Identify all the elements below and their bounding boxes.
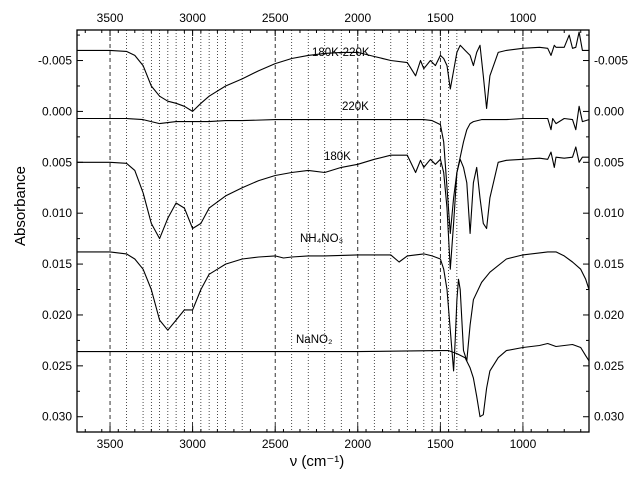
right-y-tick-label: -0.005 — [594, 54, 628, 68]
y-tick-label: -0.005 — [38, 54, 72, 68]
y-tick-label: 0.030 — [42, 410, 72, 424]
series-label-nh4no3: NH₄NO₃ — [300, 233, 344, 245]
x-axis-title: ν (cm⁻¹) — [290, 453, 345, 470]
y-tick-label: 0.015 — [42, 257, 72, 271]
top-x-tick-label: 3500 — [97, 11, 124, 25]
top-x-tick-label: 1000 — [510, 11, 537, 25]
series-line-180k-220k — [77, 31, 589, 112]
y-tick-label: 0.000 — [42, 104, 72, 118]
y-tick-label: 0.005 — [42, 155, 72, 169]
series-line-180k — [77, 146, 589, 270]
right-y-tick-label: 0.025 — [594, 359, 624, 373]
series-label-180k: 180K — [324, 151, 351, 163]
series-label-nano2: NaNO₂ — [296, 334, 332, 346]
y-tick-label: 0.010 — [42, 206, 72, 220]
x-tick-label: 2500 — [262, 437, 289, 451]
top-x-tick-label: 2000 — [344, 11, 371, 25]
right-y-tick-label: 0.020 — [594, 308, 624, 322]
x-tick-label: 3500 — [97, 437, 124, 451]
x-tick-label: 2000 — [344, 437, 371, 451]
x-tick-label: 3000 — [179, 437, 206, 451]
series-line-nano2 — [77, 342, 590, 418]
right-y-tick-label: 0.000 — [594, 104, 624, 118]
plot-frame — [76, 29, 590, 433]
series-line-nh4no3 — [77, 251, 590, 372]
right-y-tick-label: 0.015 — [594, 257, 624, 271]
series-label-180k-220k: 180K-220K — [312, 47, 370, 59]
top-x-tick-label: 2500 — [262, 11, 289, 25]
right-y-tick-label: 0.010 — [594, 206, 624, 220]
y-tick-label: 0.020 — [42, 308, 72, 322]
spectra-series — [77, 31, 590, 418]
top-x-tick-label: 3000 — [179, 11, 206, 25]
series-label-220k: 220K — [342, 101, 369, 113]
top-x-tick-label: 1500 — [427, 11, 454, 25]
y-tick-label: 0.025 — [42, 359, 72, 373]
axis-ticks: 3500 3000 2500 2000 1500 1000 3500 3000 2500 2000… — [38, 11, 628, 451]
gridlines — [109, 30, 524, 432]
x-tick-label: 1500 — [427, 437, 454, 451]
right-y-tick-label: 0.030 — [594, 410, 624, 424]
series-line-220k — [77, 105, 590, 235]
x-tick-label: 1000 — [510, 437, 537, 451]
y-axis-title: Absorbance — [12, 166, 29, 246]
right-y-tick-label: 0.005 — [594, 155, 624, 169]
